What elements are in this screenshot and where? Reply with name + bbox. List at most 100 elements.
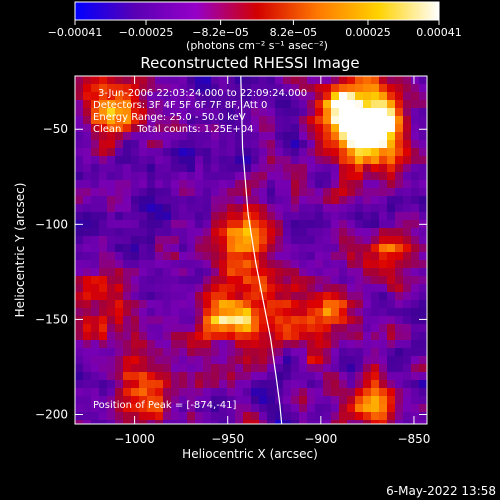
heatmap-pixel	[371, 228, 380, 237]
heatmap-pixel	[115, 124, 124, 133]
heatmap-pixel	[147, 340, 156, 349]
heatmap-pixel	[203, 212, 212, 221]
heatmap-pixel	[139, 196, 148, 205]
heatmap-pixel	[259, 84, 268, 93]
heatmap-pixel	[395, 124, 404, 133]
heatmap-pixel	[259, 308, 268, 317]
heatmap-pixel	[411, 148, 420, 157]
heatmap-pixel	[195, 236, 204, 245]
heatmap-pixel	[363, 348, 372, 357]
heatmap-pixel	[123, 284, 132, 293]
heatmap-pixel	[275, 292, 284, 301]
heatmap-pixel	[307, 404, 316, 413]
heatmap-pixel	[235, 292, 244, 301]
heatmap-pixel	[83, 284, 92, 293]
heatmap-pixel	[131, 132, 140, 141]
heatmap-pixel	[347, 212, 356, 221]
heatmap-pixel	[347, 348, 356, 357]
heatmap-pixel	[323, 268, 332, 277]
heatmap-pixel	[187, 132, 196, 141]
heatmap-pixel	[331, 124, 340, 133]
heatmap-pixel	[419, 156, 427, 165]
heatmap-pixel	[419, 300, 427, 309]
heatmap-pixel	[259, 108, 268, 117]
heatmap-pixel	[139, 236, 148, 245]
heatmap-pixel	[243, 188, 252, 197]
heatmap-pixel	[275, 108, 284, 117]
heatmap-pixel	[131, 396, 140, 405]
heatmap-pixel	[339, 396, 348, 405]
heatmap-pixel	[379, 244, 388, 253]
heatmap-pixel	[379, 100, 388, 109]
heatmap-pixel	[211, 164, 220, 173]
heatmap-pixel	[83, 228, 92, 237]
heatmap-pixel	[155, 76, 164, 85]
heatmap-pixel	[379, 92, 388, 101]
heatmap-pixel	[299, 236, 308, 245]
heatmap-pixel	[411, 420, 420, 424]
heatmap-pixel	[179, 100, 188, 109]
heatmap-pixel	[307, 252, 316, 261]
heatmap-pixel	[83, 356, 92, 365]
heatmap-pixel	[235, 196, 244, 205]
heatmap-pixel	[75, 100, 84, 109]
heatmap-pixel	[267, 356, 276, 365]
heatmap-pixel	[147, 268, 156, 277]
heatmap-pixel	[275, 180, 284, 189]
heatmap-pixel	[283, 316, 292, 325]
heatmap-pixel	[347, 140, 356, 149]
heatmap-pixel	[227, 284, 236, 293]
heatmap-pixel	[403, 404, 412, 413]
heatmap-pixel	[243, 124, 252, 133]
heatmap-pixel	[99, 316, 108, 325]
heatmap-pixel	[155, 380, 164, 389]
heatmap-pixel	[419, 92, 427, 101]
heatmap-pixel	[283, 356, 292, 365]
heatmap-pixel	[83, 124, 92, 133]
heatmap-pixel	[171, 420, 180, 424]
heatmap-pixel	[91, 124, 100, 133]
heatmap-pixel	[235, 260, 244, 269]
heatmap-pixel	[347, 284, 356, 293]
plot-area	[74, 75, 428, 425]
heatmap-pixel	[235, 404, 244, 413]
heatmap-pixel	[339, 132, 348, 141]
heatmap-pixel	[171, 124, 180, 133]
heatmap-pixel	[267, 196, 276, 205]
heatmap-pixel	[419, 196, 427, 205]
heatmap-pixel	[347, 124, 356, 133]
heatmap-pixel	[411, 356, 420, 365]
heatmap-pixel	[123, 388, 132, 397]
heatmap-pixel	[419, 76, 427, 85]
heatmap-pixel	[227, 92, 236, 101]
heatmap-pixel	[299, 420, 308, 424]
heatmap-pixel	[299, 260, 308, 269]
heatmap-pixel	[387, 244, 396, 253]
heatmap-pixel	[75, 252, 84, 261]
heatmap-pixel	[203, 244, 212, 253]
heatmap-pixel	[355, 324, 364, 333]
annotation-clean-counts: Clean Total counts: 1.25E+04	[93, 124, 253, 135]
heatmap-pixel	[123, 180, 132, 189]
heatmap-pixel	[123, 372, 132, 381]
heatmap-pixel	[251, 388, 260, 397]
heatmap-pixel	[339, 308, 348, 317]
heatmap-pixel	[219, 252, 228, 261]
heatmap-pixel	[179, 124, 188, 133]
heatmap-pixel	[187, 396, 196, 405]
heatmap-pixel	[179, 172, 188, 181]
heatmap-pixel	[291, 156, 300, 165]
heatmap-pixel	[307, 148, 316, 157]
heatmap-pixel	[355, 260, 364, 269]
heatmap-pixel	[179, 180, 188, 189]
heatmap-pixel	[315, 356, 324, 365]
heatmap-pixel	[171, 316, 180, 325]
heatmap-pixel	[275, 148, 284, 157]
heatmap-pixel	[227, 124, 236, 133]
heatmap-pixel	[179, 252, 188, 261]
heatmap-pixel	[395, 244, 404, 253]
heatmap-pixel	[251, 292, 260, 301]
heatmap-pixel	[315, 172, 324, 181]
heatmap-pixel	[75, 396, 84, 405]
heatmap-pixel	[123, 140, 132, 149]
